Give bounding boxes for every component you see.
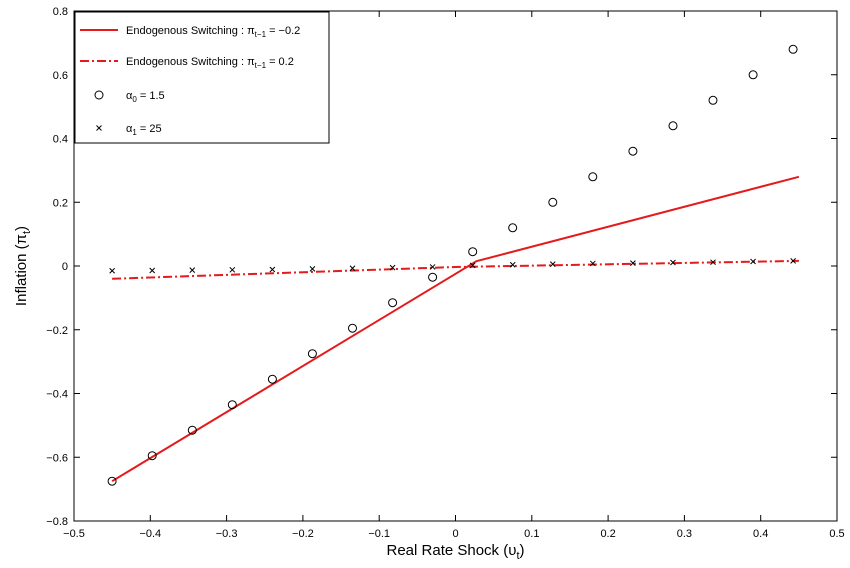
circle-point xyxy=(428,272,438,282)
y-axis-title: Inflation (πt) xyxy=(13,226,33,306)
x-point xyxy=(149,267,156,274)
circle-point xyxy=(307,349,317,359)
x-tick-label: −0.5 xyxy=(63,528,85,540)
x-point xyxy=(790,258,796,264)
x-axis-title: Real Rate Shock (υt) xyxy=(387,542,525,562)
circle-point xyxy=(668,121,678,131)
x-point xyxy=(589,260,596,267)
x-point xyxy=(549,261,556,267)
x-point xyxy=(269,266,276,273)
circle-point xyxy=(628,146,638,156)
circle-point xyxy=(548,197,558,207)
circle-point xyxy=(788,44,798,54)
legend-box xyxy=(74,11,330,144)
x-tick-label: 0.5 xyxy=(829,528,844,540)
y-tick-label: −0.4 xyxy=(46,389,68,401)
circle-point xyxy=(708,95,718,105)
y-tick-label: 0.8 xyxy=(53,6,68,18)
x-tick-label: 0.3 xyxy=(677,528,692,540)
x-tick-label: 0.2 xyxy=(600,528,615,540)
y-tick-label: 0 xyxy=(62,261,68,273)
x-tick-label: −0.4 xyxy=(139,528,161,540)
circle-point xyxy=(748,70,758,80)
series-line-2 xyxy=(112,259,799,280)
x-point xyxy=(710,259,716,266)
legend-entry-4: α1 = 25 xyxy=(126,123,162,137)
x-point xyxy=(349,265,356,272)
y-tick-label: 0.4 xyxy=(53,134,68,146)
x-point xyxy=(229,266,236,273)
circle-point xyxy=(187,425,197,435)
x-point xyxy=(750,258,756,265)
x-point xyxy=(429,264,436,270)
circle-point xyxy=(227,400,237,410)
circle-point xyxy=(107,476,117,486)
x-point xyxy=(189,267,196,273)
x-point xyxy=(469,262,476,269)
circle-point xyxy=(588,172,598,182)
circle-point xyxy=(348,323,357,333)
x-tick-label: −0.1 xyxy=(368,528,390,540)
x-point xyxy=(630,260,636,266)
legend: Endogenous Switching : πt−1 = −0.2 Endog… xyxy=(74,11,330,144)
circle-point xyxy=(267,374,277,384)
y-tick-label: 0.2 xyxy=(53,197,68,209)
x-point xyxy=(389,264,396,271)
series-line-1 xyxy=(111,175,800,483)
axis-ticks: −0.5 −0.4 −0.3 −0.2 −0.1 0 0.1 0.2 0.3 0.4 0.5 −0.8… xyxy=(46,6,844,540)
x-point xyxy=(670,259,676,266)
y-tick-label: −0.6 xyxy=(46,452,68,464)
circle-point xyxy=(508,223,518,233)
y-tick-label: −0.8 xyxy=(46,516,68,528)
x-tick-label: 0.4 xyxy=(753,528,768,540)
legend-swatch-x-marker xyxy=(96,125,102,131)
x-tick-label: 0 xyxy=(452,528,458,540)
x-tick-label: 0.1 xyxy=(524,528,539,540)
legend-entry-2: Endogenous Switching : πt−1 = 0.2 xyxy=(126,56,294,70)
x-point xyxy=(309,266,316,272)
circle-point xyxy=(468,247,478,257)
circle-point xyxy=(388,298,398,308)
legend-swatch-circle-marker xyxy=(94,90,104,100)
circle-point xyxy=(147,451,157,461)
x-tick-label: −0.3 xyxy=(216,528,238,540)
x-point xyxy=(509,261,516,268)
y-tick-label: 0.6 xyxy=(53,70,68,82)
legend-entry-3: α0 = 1.5 xyxy=(126,90,165,104)
y-tick-label: −0.2 xyxy=(46,325,68,337)
x-point xyxy=(109,267,116,274)
series-group xyxy=(107,44,800,486)
legend-entry-1: Endogenous Switching : πt−1 = −0.2 xyxy=(126,25,300,39)
x-tick-label: −0.2 xyxy=(292,528,314,540)
